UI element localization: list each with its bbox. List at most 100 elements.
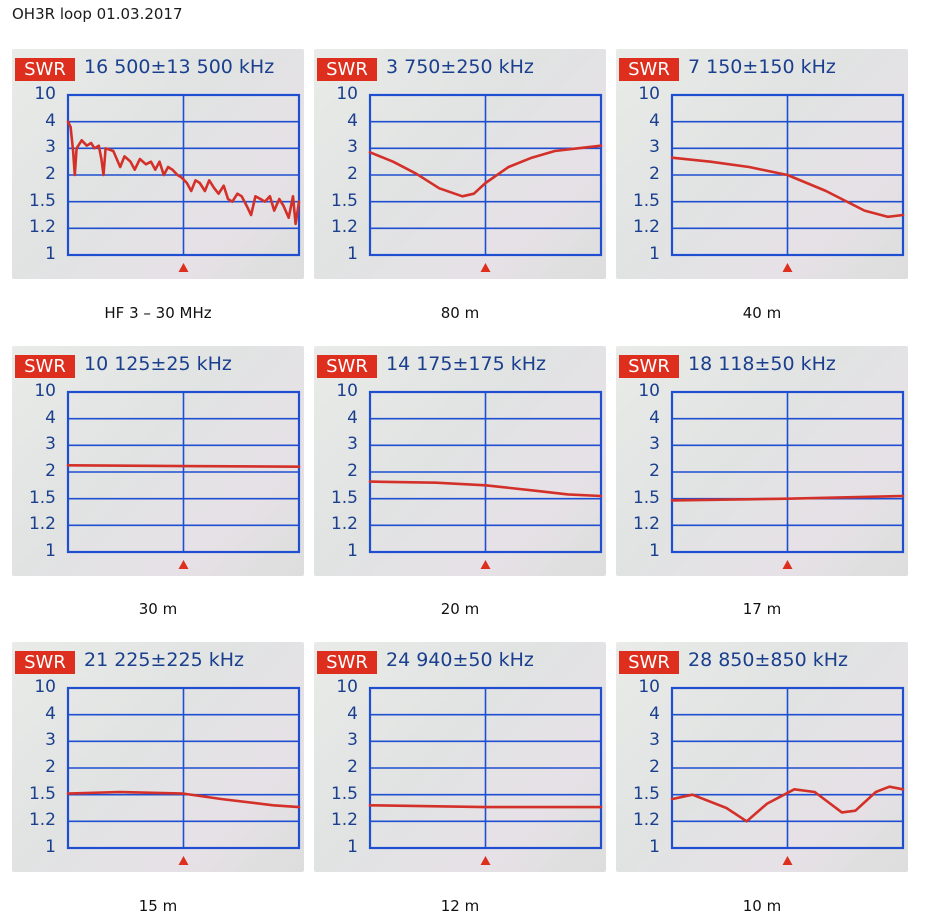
swr-trace xyxy=(670,494,905,502)
swr-plot xyxy=(66,390,301,569)
swr-trace xyxy=(66,790,301,809)
frequency-span-label: 10 125±25 kHz xyxy=(84,353,232,375)
swr-badge: SWR xyxy=(619,355,679,378)
swr-badge: SWR xyxy=(619,58,679,81)
y-tick-label: 10 xyxy=(34,677,56,697)
plot-frame xyxy=(670,93,905,257)
y-tick-label: 1.2 xyxy=(330,217,358,238)
swr-trace xyxy=(670,785,905,823)
y-tick-label: 10 xyxy=(638,84,660,104)
swr-panel: SWR 14 175±175 kHz 10 4 3 2 1.5 1.2 1 xyxy=(314,346,606,576)
y-tick-label: 1.5 xyxy=(632,190,660,211)
swr-badge: SWR xyxy=(15,58,75,81)
y-tick-label: 4 xyxy=(649,703,660,724)
y-tick-label: 2 xyxy=(649,461,660,481)
y-tick-label: 3 xyxy=(45,137,56,158)
y-tick-label: 10 xyxy=(638,677,660,697)
y-tick-label: 3 xyxy=(45,730,56,751)
y-tick-label: 4 xyxy=(347,407,358,428)
y-tick-label: 1.2 xyxy=(330,810,358,831)
y-tick-label: 10 xyxy=(34,381,56,401)
y-tick-label: 2 xyxy=(45,461,56,481)
center-marker xyxy=(178,560,189,569)
swr-trace xyxy=(66,464,301,468)
swr-badge: SWR xyxy=(15,651,75,674)
swr-panel: SWR 3 750±250 kHz 10 4 3 2 1.5 1.2 1 xyxy=(314,49,606,279)
frequency-span-label: 24 940±50 kHz xyxy=(386,649,534,671)
frequency-span-label: 18 118±50 kHz xyxy=(688,353,836,375)
plot-frame xyxy=(368,93,603,257)
plot-frame xyxy=(66,93,301,257)
center-marker xyxy=(178,263,189,272)
y-tick-label: 1.2 xyxy=(632,810,660,831)
y-tick-label: 4 xyxy=(347,110,358,131)
frequency-span-label: 28 850±850 kHz xyxy=(688,649,848,671)
y-tick-label: 3 xyxy=(347,434,358,455)
swr-panel: SWR 10 125±25 kHz 10 4 3 2 1.5 1.2 1 xyxy=(12,346,304,576)
y-tick-label: 1.2 xyxy=(632,514,660,535)
center-marker xyxy=(782,263,793,272)
y-tick-label: 1.5 xyxy=(28,783,56,804)
y-tick-label: 10 xyxy=(638,381,660,401)
y-tick-label: 1.5 xyxy=(632,783,660,804)
swr-panel: SWR 24 940±50 kHz 10 4 3 2 1.5 1.2 1 xyxy=(314,642,606,872)
band-caption: 17 m xyxy=(742,600,782,618)
y-tick-label: 3 xyxy=(45,434,56,455)
plot-frame xyxy=(66,686,301,850)
swr-plot xyxy=(670,686,905,865)
swr-badge: SWR xyxy=(619,651,679,674)
swr-trace xyxy=(368,144,603,198)
y-tick-label: 10 xyxy=(34,84,56,104)
y-tick-label: 1 xyxy=(45,541,56,561)
band-caption: 30 m xyxy=(138,600,178,618)
y-tick-label: 2 xyxy=(45,164,56,184)
center-marker xyxy=(480,856,491,865)
center-marker xyxy=(178,856,189,865)
y-tick-label: 2 xyxy=(347,757,358,777)
band-caption: HF 3 – 30 MHz xyxy=(104,304,212,322)
y-tick-label: 4 xyxy=(649,110,660,131)
swr-badge: SWR xyxy=(317,651,377,674)
y-tick-label: 3 xyxy=(649,434,660,455)
swr-panel: SWR 7 150±150 kHz 10 4 3 2 1.5 1.2 1 xyxy=(616,49,908,279)
y-tick-label: 2 xyxy=(347,164,358,184)
swr-plot xyxy=(670,93,905,272)
y-tick-label: 1 xyxy=(45,837,56,857)
y-tick-label: 1 xyxy=(347,837,358,857)
swr-badge: SWR xyxy=(317,355,377,378)
y-tick-label: 2 xyxy=(45,757,56,777)
plot-frame xyxy=(66,390,301,554)
swr-trace xyxy=(368,804,603,809)
center-marker xyxy=(480,263,491,272)
y-tick-label: 3 xyxy=(347,730,358,751)
y-tick-label: 1.5 xyxy=(330,783,358,804)
swr-panel: SWR 18 118±50 kHz 10 4 3 2 1.5 1.2 1 xyxy=(616,346,908,576)
center-marker xyxy=(480,560,491,569)
y-tick-label: 4 xyxy=(45,407,56,428)
y-tick-label: 1 xyxy=(45,244,56,264)
frequency-span-label: 16 500±13 500 kHz xyxy=(84,56,275,78)
swr-plot xyxy=(66,93,301,272)
swr-panel: SWR 16 500±13 500 kHz 10 4 3 2 1.5 1.2 1 xyxy=(12,49,304,279)
swr-plot xyxy=(66,686,301,865)
y-tick-label: 2 xyxy=(649,757,660,777)
swr-panel: SWR 28 850±850 kHz 10 4 3 2 1.5 1.2 1 xyxy=(616,642,908,872)
center-marker xyxy=(782,560,793,569)
y-tick-label: 1.2 xyxy=(28,514,56,535)
y-tick-label: 1.5 xyxy=(330,190,358,211)
y-tick-label: 1.5 xyxy=(28,190,56,211)
y-tick-label: 1.2 xyxy=(632,217,660,238)
y-tick-label: 1 xyxy=(649,541,660,561)
y-tick-label: 3 xyxy=(649,137,660,158)
band-caption: 80 m xyxy=(440,304,480,322)
band-caption: 12 m xyxy=(440,897,480,915)
y-tick-label: 10 xyxy=(336,677,358,697)
y-tick-label: 2 xyxy=(347,461,358,481)
band-caption: 20 m xyxy=(440,600,480,618)
y-tick-label: 1.2 xyxy=(28,217,56,238)
y-tick-label: 4 xyxy=(45,703,56,724)
swr-panel: SWR 21 225±225 kHz 10 4 3 2 1.5 1.2 1 xyxy=(12,642,304,872)
band-caption: 40 m xyxy=(742,304,782,322)
y-tick-label: 4 xyxy=(649,407,660,428)
swr-plot xyxy=(368,686,603,865)
